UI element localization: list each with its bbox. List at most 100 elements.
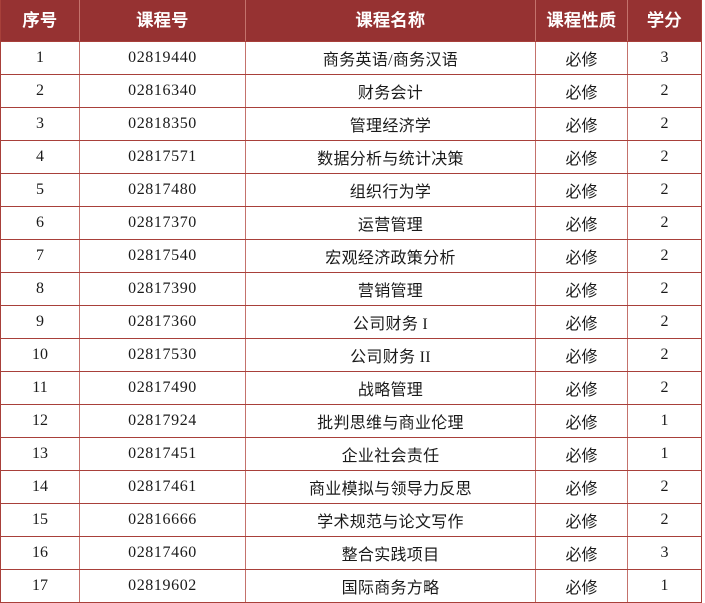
cell-code: 02817461 bbox=[79, 470, 246, 504]
cell-credit: 2 bbox=[627, 173, 702, 207]
column-header-code: 课程号 bbox=[79, 0, 246, 42]
cell-name: 营销管理 bbox=[245, 272, 536, 306]
cell-name: 企业社会责任 bbox=[245, 437, 536, 471]
table-row: 7 02817540 宏观经济政策分析 必修 2 bbox=[0, 239, 702, 273]
cell-index: 7 bbox=[0, 239, 80, 273]
cell-type: 必修 bbox=[535, 239, 628, 273]
cell-type: 必修 bbox=[535, 503, 628, 537]
cell-code: 02819602 bbox=[79, 569, 246, 603]
cell-code: 02817480 bbox=[79, 173, 246, 207]
cell-name: 数据分析与统计决策 bbox=[245, 140, 536, 174]
table-row: 3 02818350 管理经济学 必修 2 bbox=[0, 107, 702, 141]
table-row: 9 02817360 公司财务 I 必修 2 bbox=[0, 305, 702, 339]
cell-code: 02817490 bbox=[79, 371, 246, 405]
cell-credit: 2 bbox=[627, 206, 702, 240]
cell-index: 3 bbox=[0, 107, 80, 141]
table-row: 5 02817480 组织行为学 必修 2 bbox=[0, 173, 702, 207]
cell-credit: 1 bbox=[627, 437, 702, 471]
cell-code: 02817571 bbox=[79, 140, 246, 174]
column-header-name: 课程名称 bbox=[245, 0, 536, 42]
table-row: 15 02816666 学术规范与论文写作 必修 2 bbox=[0, 503, 702, 537]
cell-index: 4 bbox=[0, 140, 80, 174]
cell-name: 学术规范与论文写作 bbox=[245, 503, 536, 537]
cell-credit: 2 bbox=[627, 503, 702, 537]
cell-type: 必修 bbox=[535, 74, 628, 108]
cell-code: 02817530 bbox=[79, 338, 246, 372]
column-header-type: 课程性质 bbox=[535, 0, 628, 42]
table-header-row: 序号 课程号 课程名称 课程性质 学分 bbox=[0, 0, 702, 42]
cell-index: 10 bbox=[0, 338, 80, 372]
cell-credit: 2 bbox=[627, 140, 702, 174]
cell-type: 必修 bbox=[535, 338, 628, 372]
cell-code: 02816666 bbox=[79, 503, 246, 537]
cell-credit: 3 bbox=[627, 41, 702, 75]
cell-code: 02817460 bbox=[79, 536, 246, 570]
table-row: 4 02817571 数据分析与统计决策 必修 2 bbox=[0, 140, 702, 174]
cell-type: 必修 bbox=[535, 470, 628, 504]
cell-credit: 1 bbox=[627, 404, 702, 438]
cell-credit: 3 bbox=[627, 536, 702, 570]
cell-code: 02817370 bbox=[79, 206, 246, 240]
cell-credit: 2 bbox=[627, 239, 702, 273]
cell-name: 财务会计 bbox=[245, 74, 536, 108]
table-row: 13 02817451 企业社会责任 必修 1 bbox=[0, 437, 702, 471]
cell-index: 14 bbox=[0, 470, 80, 504]
cell-name: 组织行为学 bbox=[245, 173, 536, 207]
table-row: 14 02817461 商业模拟与领导力反思 必修 2 bbox=[0, 470, 702, 504]
cell-type: 必修 bbox=[535, 140, 628, 174]
cell-index: 12 bbox=[0, 404, 80, 438]
cell-name: 批判思维与商业伦理 bbox=[245, 404, 536, 438]
cell-name: 国际商务方略 bbox=[245, 569, 536, 603]
table-header: 序号 课程号 课程名称 课程性质 学分 bbox=[0, 0, 702, 42]
cell-index: 8 bbox=[0, 272, 80, 306]
cell-code: 02817451 bbox=[79, 437, 246, 471]
cell-index: 6 bbox=[0, 206, 80, 240]
cell-type: 必修 bbox=[535, 536, 628, 570]
table-row: 6 02817370 运营管理 必修 2 bbox=[0, 206, 702, 240]
cell-credit: 2 bbox=[627, 272, 702, 306]
table-row: 8 02817390 营销管理 必修 2 bbox=[0, 272, 702, 306]
cell-code: 02817390 bbox=[79, 272, 246, 306]
table-row: 2 02816340 财务会计 必修 2 bbox=[0, 74, 702, 108]
table-row: 1 02819440 商务英语/商务汉语 必修 3 bbox=[0, 41, 702, 75]
cell-credit: 2 bbox=[627, 107, 702, 141]
cell-code: 02817924 bbox=[79, 404, 246, 438]
cell-type: 必修 bbox=[535, 404, 628, 438]
cell-code: 02817360 bbox=[79, 305, 246, 339]
cell-index: 11 bbox=[0, 371, 80, 405]
cell-name: 宏观经济政策分析 bbox=[245, 239, 536, 273]
column-header-index: 序号 bbox=[0, 0, 80, 42]
cell-name: 商业模拟与领导力反思 bbox=[245, 470, 536, 504]
cell-index: 9 bbox=[0, 305, 80, 339]
cell-name: 运营管理 bbox=[245, 206, 536, 240]
cell-credit: 2 bbox=[627, 338, 702, 372]
cell-type: 必修 bbox=[535, 107, 628, 141]
cell-index: 16 bbox=[0, 536, 80, 570]
cell-name: 公司财务 I bbox=[245, 305, 536, 339]
cell-index: 5 bbox=[0, 173, 80, 207]
cell-credit: 2 bbox=[627, 305, 702, 339]
cell-code: 02819440 bbox=[79, 41, 246, 75]
cell-name: 商务英语/商务汉语 bbox=[245, 41, 536, 75]
cell-type: 必修 bbox=[535, 569, 628, 603]
cell-credit: 2 bbox=[627, 371, 702, 405]
table-row: 16 02817460 整合实践项目 必修 3 bbox=[0, 536, 702, 570]
table-row: 10 02817530 公司财务 II 必修 2 bbox=[0, 338, 702, 372]
cell-credit: 1 bbox=[627, 569, 702, 603]
cell-name: 管理经济学 bbox=[245, 107, 536, 141]
cell-type: 必修 bbox=[535, 272, 628, 306]
cell-code: 02817540 bbox=[79, 239, 246, 273]
table-row: 11 02817490 战略管理 必修 2 bbox=[0, 371, 702, 405]
cell-index: 15 bbox=[0, 503, 80, 537]
cell-type: 必修 bbox=[535, 206, 628, 240]
cell-index: 13 bbox=[0, 437, 80, 471]
cell-name: 战略管理 bbox=[245, 371, 536, 405]
cell-index: 1 bbox=[0, 41, 80, 75]
cell-index: 2 bbox=[0, 74, 80, 108]
table-body: 1 02819440 商务英语/商务汉语 必修 3 2 02816340 财务会计 必修 2 3 02… bbox=[0, 41, 702, 603]
cell-code: 02818350 bbox=[79, 107, 246, 141]
cell-type: 必修 bbox=[535, 371, 628, 405]
cell-code: 02816340 bbox=[79, 74, 246, 108]
column-header-credit: 学分 bbox=[627, 0, 702, 42]
